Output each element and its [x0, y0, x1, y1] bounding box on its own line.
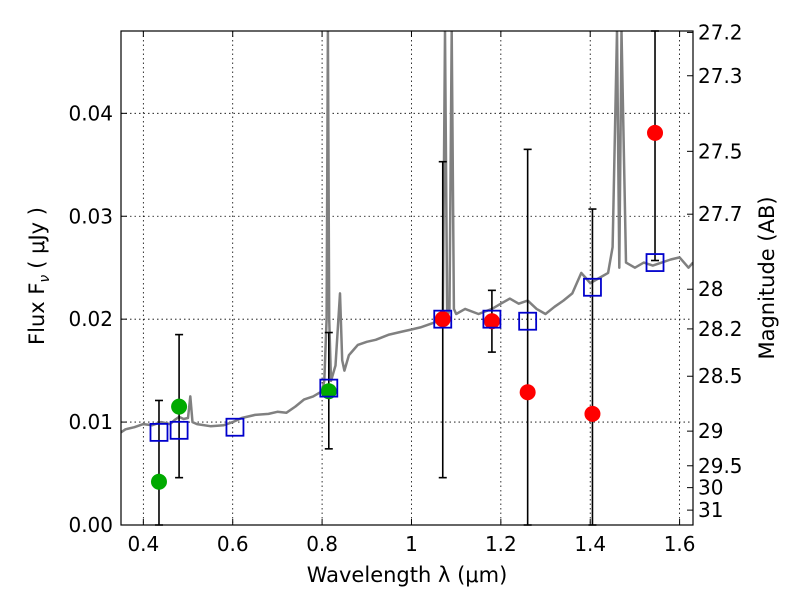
y-tick-label: 0.02	[68, 307, 113, 331]
x-tick-label: 1.2	[485, 532, 517, 556]
mag-tick-label: 27.2	[698, 20, 743, 44]
x-tick-label: 1.4	[574, 532, 606, 556]
y-axis-label-main: Flux F	[25, 283, 49, 345]
model-box	[169, 420, 189, 440]
axis-ticks: 0.4 0.6 0.8 1 1.2 1.4 1.6 0.00 0.01 0.02 0.03 0.04 2…	[68, 20, 742, 556]
green-points	[150, 383, 337, 490]
plot-area	[121, 31, 693, 525]
y-tick-label: 0.00	[68, 513, 113, 537]
model-box	[433, 309, 453, 329]
model-box	[149, 422, 169, 442]
plot-frame	[120, 30, 694, 526]
right-axis-label: Magnitude (AB)	[755, 196, 779, 359]
x-tick-label: 1.6	[664, 532, 696, 556]
red-point	[647, 124, 664, 141]
model-box	[518, 311, 538, 331]
green-point	[320, 383, 337, 400]
mag-tick-label: 28.5	[698, 364, 743, 388]
x-tick-label: 0.6	[217, 532, 249, 556]
model-box	[225, 417, 245, 437]
mag-tick-label: 28.2	[698, 317, 743, 341]
red-point	[434, 311, 451, 328]
x-axis-label: Wavelength λ (μm)	[307, 563, 508, 587]
model-box	[583, 277, 602, 297]
mag-tick-label: 29.5	[698, 454, 743, 478]
mag-tick-label: 30	[698, 476, 723, 500]
mag-tick-label: 27.3	[698, 64, 743, 88]
red-point	[584, 405, 601, 422]
mag-tick-label: 27.7	[698, 202, 743, 226]
red-point	[483, 313, 500, 330]
green-point	[150, 473, 167, 490]
mag-tick-label: 27.5	[698, 139, 743, 163]
model-spectrum-layer	[121, 31, 693, 434]
x-tick-label: 0.4	[127, 532, 159, 556]
model-spectrum-line	[121, 31, 693, 434]
mag-tick-label: 28	[698, 277, 723, 301]
mag-tick-label: 29	[698, 419, 723, 443]
red-points	[434, 124, 664, 422]
green-point	[171, 398, 188, 415]
x-tick-label: 1	[405, 532, 418, 556]
y-axis-label-unit: ( μJy )	[25, 207, 49, 269]
model-boxes	[149, 253, 665, 442]
y-axis-label: Flux Fν ( μJy )	[25, 207, 53, 345]
y-tick-label: 0.01	[68, 410, 113, 434]
y-tick-label: 0.04	[68, 101, 113, 125]
model-box	[319, 378, 339, 398]
mag-tick-label: 31	[698, 498, 723, 522]
model-box	[645, 253, 665, 272]
y-axis-label-sub: ν	[37, 275, 53, 283]
red-point	[519, 384, 536, 401]
model-box	[482, 309, 502, 329]
x-tick-label: 0.8	[306, 532, 338, 556]
y-tick-label: 0.03	[68, 204, 113, 228]
